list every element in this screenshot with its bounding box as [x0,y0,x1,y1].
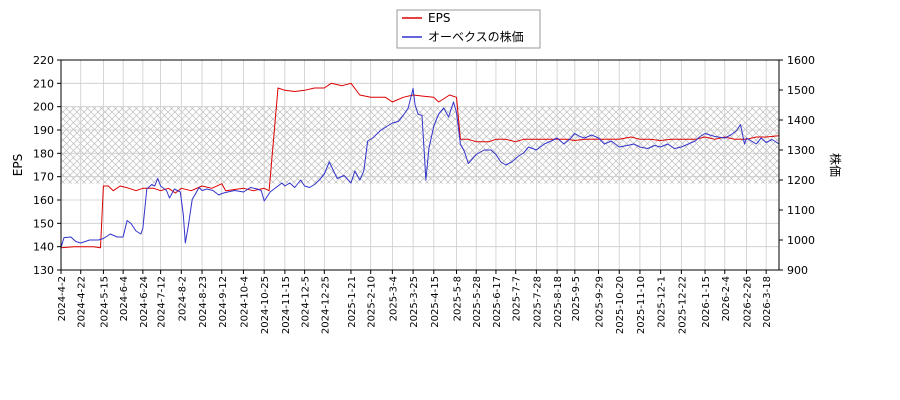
left-tick-label: 160 [33,194,54,207]
right-axis-label: 株価 [828,153,843,177]
right-tick-label: 1300 [787,144,815,157]
right-tick-label: 1400 [787,114,815,127]
left-axis-ticks: 130 140 150 160 170 180 190 200 210 220 [33,54,61,277]
stock-price-line [61,88,779,248]
x-tick-label: 2025-12-1 [657,276,668,328]
x-tick-label: 2025-7-7 [512,276,523,321]
x-tick-label: 2025-10-20 [615,276,626,334]
left-tick-label: 180 [33,147,54,160]
x-tick-label: 2025-3-25 [409,276,420,328]
x-tick-label: 2024-10-25 [260,276,271,334]
x-tick-label: 2025-9-29 [595,276,606,328]
x-tick-label: 2025-3-4 [388,276,399,321]
left-tick-label: 190 [33,124,54,137]
x-tick-label: 2024-8-2 [177,276,188,321]
legend-eps-label: EPS [428,11,450,25]
eps-line [61,82,779,249]
x-axis-ticks: 2024-4-2 2024-4-22 2024-5-15 2024-6-4 2024-6… [57,270,773,334]
x-tick-label: 2024-7-12 [157,276,168,328]
x-tick-label: 2025-8-18 [553,276,564,328]
x-tick-label: 2025-1-21 [347,276,358,328]
x-tick-label: 2025-5-28 [472,276,483,328]
left-tick-label: 210 [33,77,54,90]
x-tick-label: 2024-9-12 [218,276,229,328]
left-tick-label: 140 [33,241,54,254]
shaded-band [61,106,779,184]
x-tick-label: 2025-4-15 [430,276,441,328]
x-tick-label: 2024-5-15 [99,276,110,328]
x-tick-label: 2024-12-25 [320,276,331,334]
x-tick-label: 2026-2-26 [742,276,753,328]
right-tick-label: 1100 [787,204,815,217]
x-tick-label: 2025-7-28 [532,276,543,328]
x-tick-label: 2026-3-18 [762,276,773,328]
left-tick-label: 150 [33,217,54,230]
x-tick-label: 2024-10-4 [239,276,250,328]
left-tick-label: 220 [33,54,54,67]
legend-box [396,9,541,49]
left-tick-label: 130 [33,264,54,277]
x-tick-label: 2026-2-4 [721,276,732,321]
x-tick-label: 2025-9-5 [571,276,582,321]
plot-frame [60,59,780,271]
x-tick-label: 2024-6-4 [119,276,130,321]
right-tick-label: 900 [787,264,808,277]
left-axis-label: EPS [11,154,25,176]
legend: EPS オーベクスの株価 [396,9,541,49]
x-tick-label: 2026-1-15 [701,276,712,328]
x-tick-label: 2024-8-23 [198,276,209,328]
right-tick-label: 1500 [787,84,815,97]
left-tick-label: 200 [33,101,54,114]
x-tick-label: 2024-4-22 [77,276,88,328]
x-tick-label: 2024-6-24 [139,276,150,328]
right-axis-ticks: 900 1000 1100 1200 1300 1400 1500 1600 [779,54,815,277]
right-tick-label: 1200 [787,174,815,187]
legend-price-label: オーベクスの株価 [428,29,524,44]
series-layer [61,82,779,249]
right-tick-label: 1000 [787,234,815,247]
x-tick-label: 2025-6-17 [492,276,503,328]
x-tick-label: 2024-12-5 [301,276,312,328]
x-tick-label: 2024-4-2 [57,276,68,321]
x-tick-label: 2025-12-22 [677,276,688,334]
x-tick-label: 2024-11-15 [281,276,292,334]
left-tick-label: 170 [33,171,54,184]
x-tick-label: 2025-11-10 [636,276,647,334]
x-tick-label: 2025-2-10 [367,276,378,328]
right-tick-label: 1600 [787,54,815,67]
x-tick-label: 2025-5-8 [452,276,463,321]
